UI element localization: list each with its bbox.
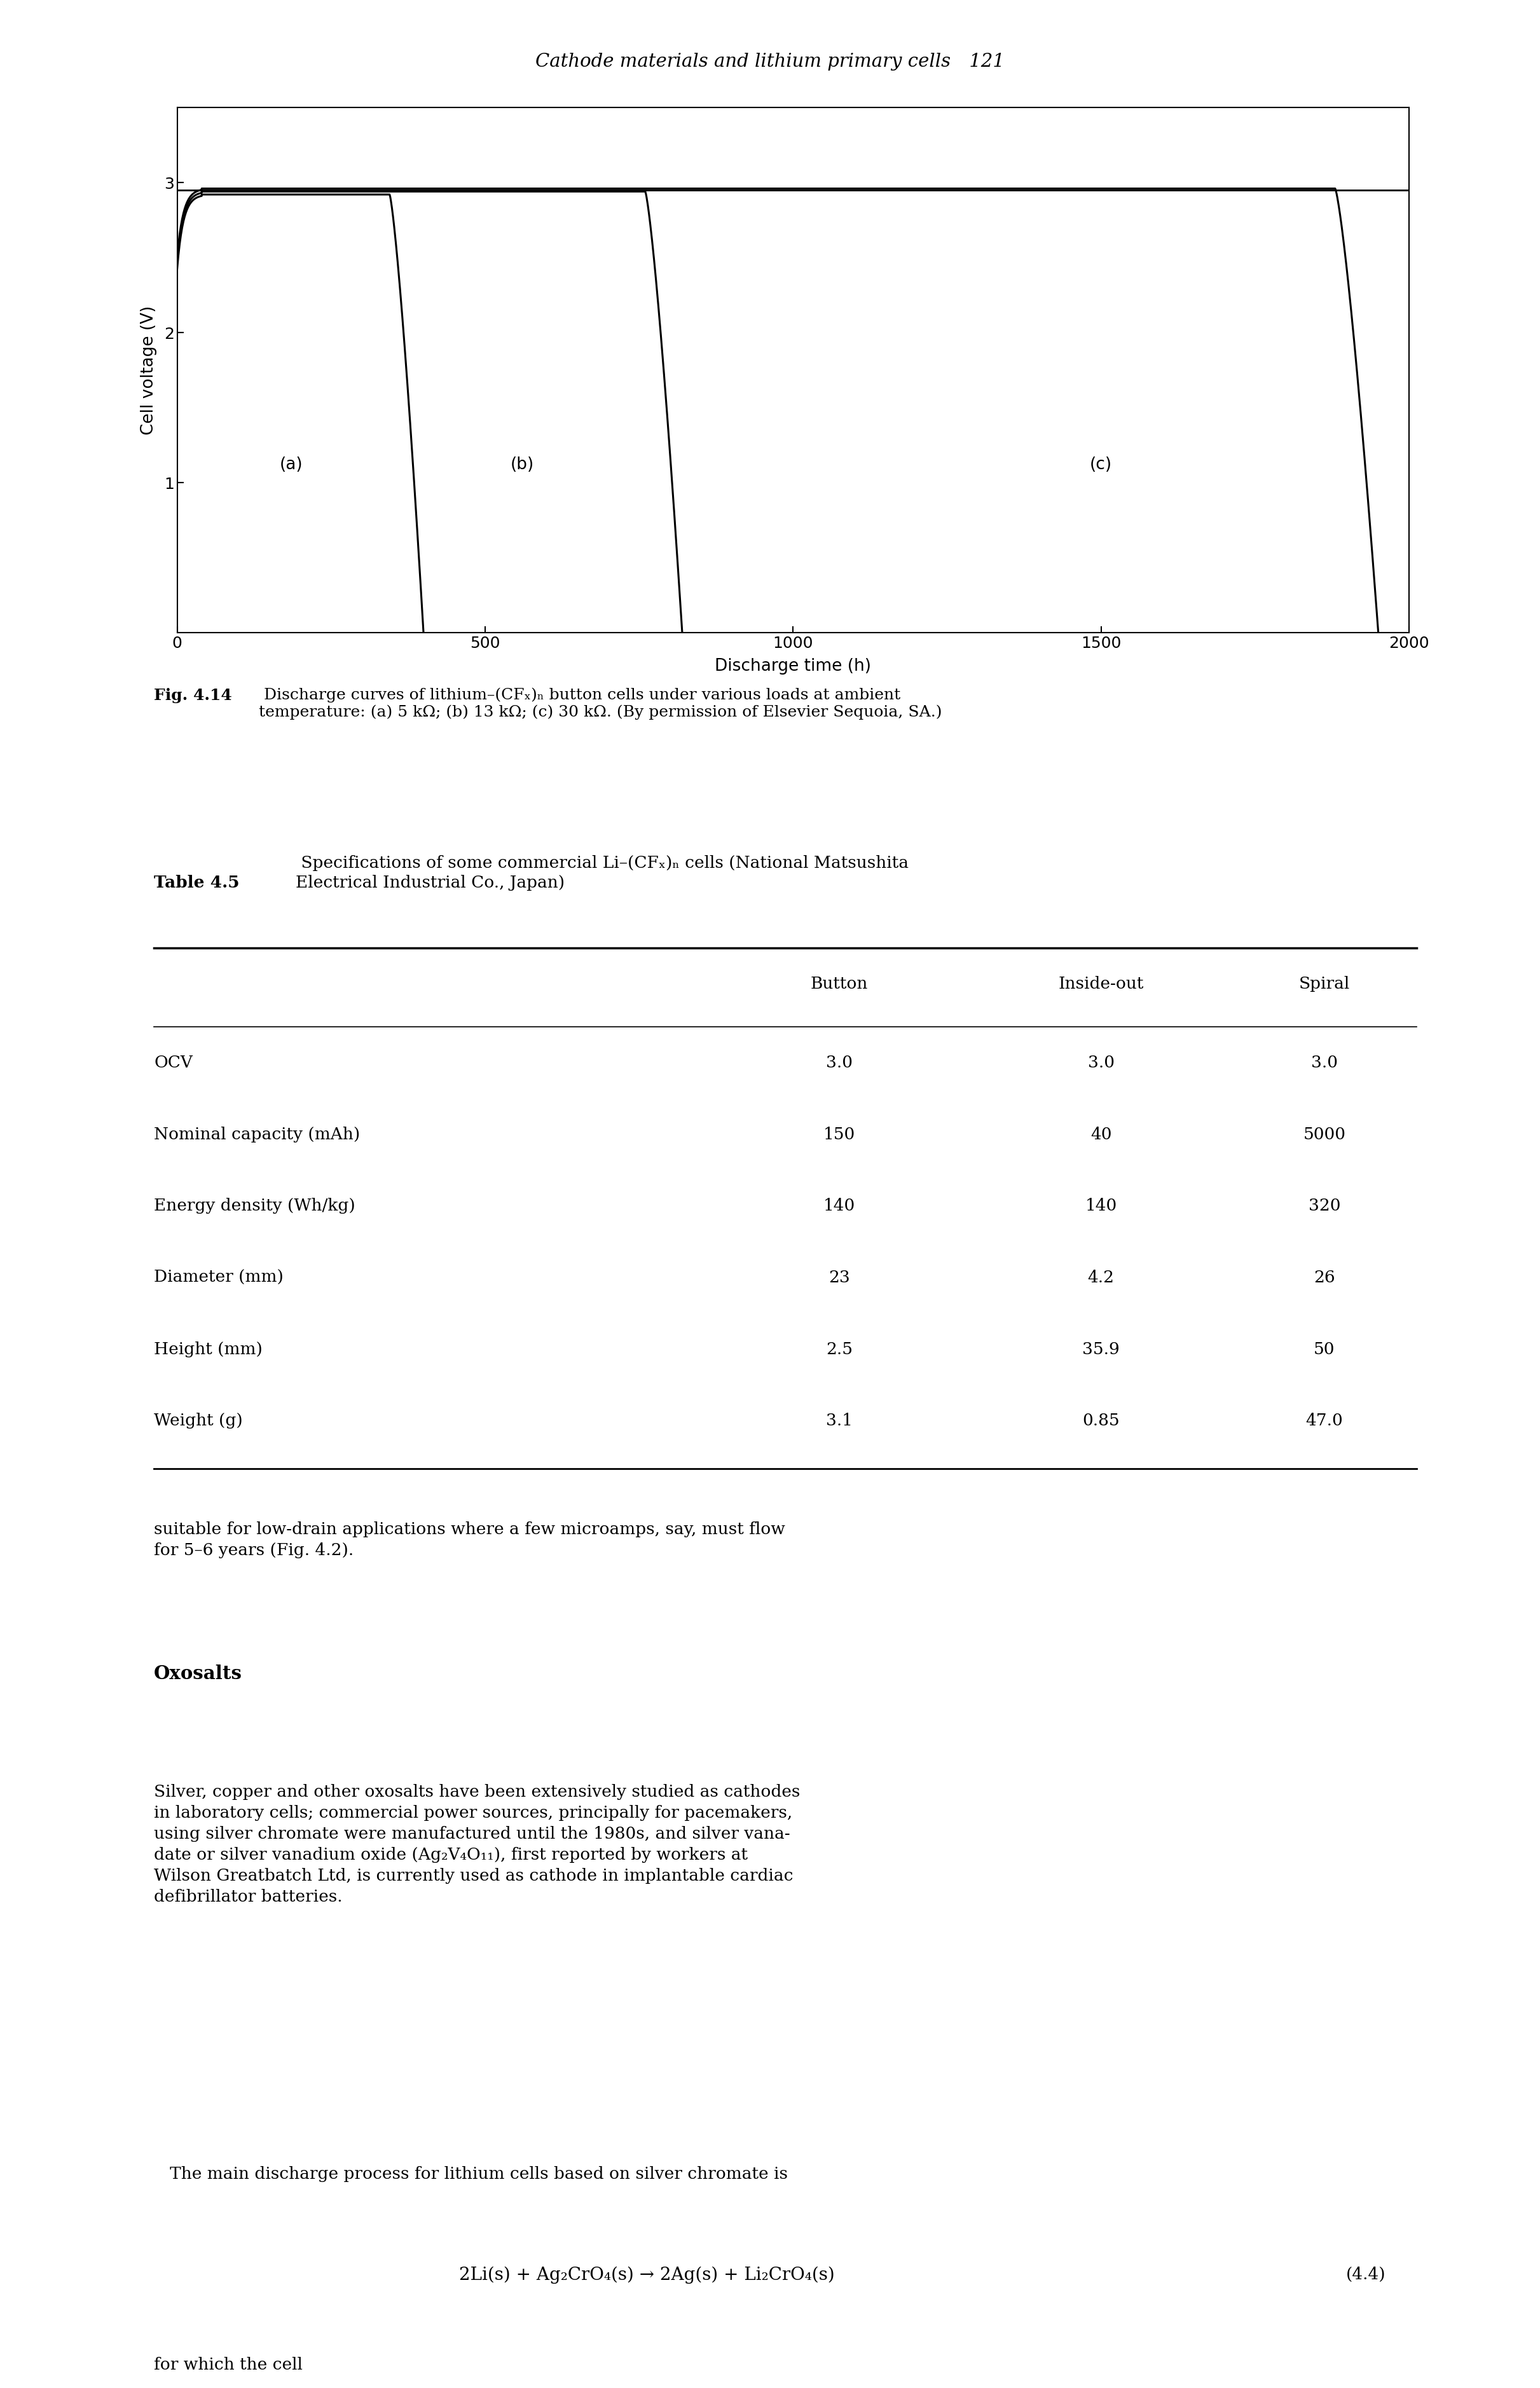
Text: 0.85: 0.85 xyxy=(1083,1414,1120,1428)
Text: Table 4.5: Table 4.5 xyxy=(154,874,240,891)
Text: suitable for low-drain applications where a few microamps, say, must flow
for 5–: suitable for low-drain applications wher… xyxy=(154,1521,785,1557)
Text: 47.0: 47.0 xyxy=(1306,1414,1343,1428)
Text: Discharge curves of lithium–(CFₓ)ₙ button cells under various loads at ambient
t: Discharge curves of lithium–(CFₓ)ₙ butto… xyxy=(259,688,942,721)
Text: 3.0: 3.0 xyxy=(825,1055,853,1070)
Text: Oxosalts: Oxosalts xyxy=(154,1664,242,1684)
Text: 320: 320 xyxy=(1309,1199,1340,1213)
Text: 3.1: 3.1 xyxy=(825,1414,853,1428)
Text: The main discharge process for lithium cells based on silver chromate is: The main discharge process for lithium c… xyxy=(154,2166,788,2183)
Text: Energy density (Wh/kg): Energy density (Wh/kg) xyxy=(154,1199,356,1213)
Text: Silver, copper and other oxosalts have been extensively studied as cathodes
in l: Silver, copper and other oxosalts have b… xyxy=(154,1784,801,1906)
Text: Nominal capacity (mAh): Nominal capacity (mAh) xyxy=(154,1127,360,1141)
Text: Diameter (mm): Diameter (mm) xyxy=(154,1270,283,1285)
Text: Inside-out: Inside-out xyxy=(1058,977,1144,991)
Text: Spiral: Spiral xyxy=(1298,977,1351,991)
Text: OCV: OCV xyxy=(154,1055,192,1070)
Text: (c): (c) xyxy=(1090,456,1112,473)
Text: Cathode materials and lithium primary cells  121: Cathode materials and lithium primary ce… xyxy=(536,53,1004,69)
Text: 3.0: 3.0 xyxy=(1311,1055,1338,1070)
Text: 2.5: 2.5 xyxy=(825,1342,853,1356)
Text: 3.0: 3.0 xyxy=(1087,1055,1115,1070)
Text: 140: 140 xyxy=(1086,1199,1116,1213)
Text: Weight (g): Weight (g) xyxy=(154,1414,243,1428)
Text: (4.4): (4.4) xyxy=(1346,2266,1386,2283)
Text: Height (mm): Height (mm) xyxy=(154,1342,263,1356)
Text: (b): (b) xyxy=(510,456,534,473)
Text: 5000: 5000 xyxy=(1303,1127,1346,1141)
Text: 40: 40 xyxy=(1090,1127,1112,1141)
Text: 140: 140 xyxy=(824,1199,855,1213)
Y-axis label: Cell voltage (V): Cell voltage (V) xyxy=(140,306,157,435)
Text: 50: 50 xyxy=(1314,1342,1335,1356)
Text: 2Li(s) + Ag₂CrO₄(s) → 2Ag(s) + Li₂CrO₄(s): 2Li(s) + Ag₂CrO₄(s) → 2Ag(s) + Li₂CrO₄(s… xyxy=(459,2266,835,2283)
Text: Specifications of some commercial Li–(CFₓ)ₙ cells (National Matsushita
Electrica: Specifications of some commercial Li–(CF… xyxy=(296,855,909,891)
Text: Fig. 4.14: Fig. 4.14 xyxy=(154,688,233,702)
Text: 26: 26 xyxy=(1314,1270,1335,1285)
Text: 150: 150 xyxy=(824,1127,855,1141)
Text: 35.9: 35.9 xyxy=(1083,1342,1120,1356)
Text: Button: Button xyxy=(810,977,869,991)
Text: 4.2: 4.2 xyxy=(1087,1270,1115,1285)
Text: (a): (a) xyxy=(279,456,303,473)
X-axis label: Discharge time (h): Discharge time (h) xyxy=(715,659,872,676)
Text: for which the cell: for which the cell xyxy=(154,2357,303,2374)
Text: 23: 23 xyxy=(829,1270,850,1285)
